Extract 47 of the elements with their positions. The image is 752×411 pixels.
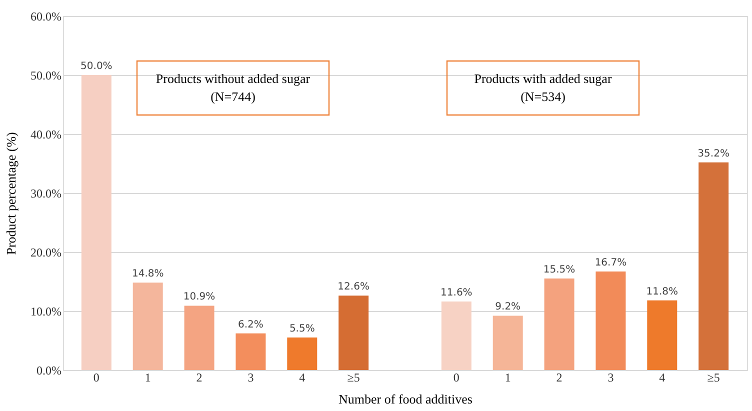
y-tick-label: 60.0% xyxy=(30,10,62,24)
y-tick-label: 30.0% xyxy=(30,186,62,200)
data-label: 50.0% xyxy=(80,61,112,72)
x-tick-label: 4 xyxy=(299,370,306,384)
bar xyxy=(184,306,214,370)
x-tick-label: 1 xyxy=(504,370,511,384)
annotation: Products without added sugar (N=744) xyxy=(156,71,311,104)
data-label: 16.7% xyxy=(594,257,627,268)
bar xyxy=(132,282,163,370)
x-tick-label: 2 xyxy=(196,370,202,384)
data-label: 35.2% xyxy=(698,148,730,160)
y-tick-label: 0.0% xyxy=(36,364,62,378)
bar xyxy=(441,302,472,370)
x-tick-label: 4 xyxy=(659,370,666,384)
data-label: 14.8% xyxy=(132,268,164,280)
data-label: 11.8% xyxy=(646,286,678,298)
bar xyxy=(698,162,729,370)
y-tick-label: 20.0% xyxy=(30,246,62,260)
x-tick-label: ≥5 xyxy=(347,370,360,384)
x-tick-label: 3 xyxy=(608,370,614,384)
bar xyxy=(544,278,574,370)
data-label: 5.5% xyxy=(289,324,315,335)
x-tick-label: 3 xyxy=(248,370,254,384)
data-label: 10.9% xyxy=(183,292,216,303)
y-tick-label: 10.0% xyxy=(30,304,62,318)
bar xyxy=(647,300,678,370)
x-tick-label: 0 xyxy=(453,370,460,384)
data-label: 15.5% xyxy=(543,264,576,276)
bar xyxy=(81,75,112,370)
x-tick-label: 2 xyxy=(556,370,562,384)
data-label: 6.2% xyxy=(238,319,264,330)
y-tick-label: 50.0% xyxy=(30,68,62,82)
x-tick-label: 1 xyxy=(144,370,151,384)
bar xyxy=(596,271,626,370)
data-label: 12.6% xyxy=(338,282,370,293)
x-tick-label: 0 xyxy=(93,370,100,384)
data-label: 9.2% xyxy=(495,302,521,313)
x-axis-title: Number of food additives xyxy=(338,392,472,406)
bar xyxy=(492,316,523,370)
bar xyxy=(287,338,318,370)
annotation: Products with added sugar (N=534) xyxy=(474,71,612,104)
y-axis-title: Product percentage (%) xyxy=(4,132,19,255)
data-label: 11.6% xyxy=(440,288,472,299)
x-tick-label: ≥5 xyxy=(707,370,720,384)
bar xyxy=(338,296,369,370)
y-tick-label: 40.0% xyxy=(30,128,62,142)
bar xyxy=(236,333,266,370)
